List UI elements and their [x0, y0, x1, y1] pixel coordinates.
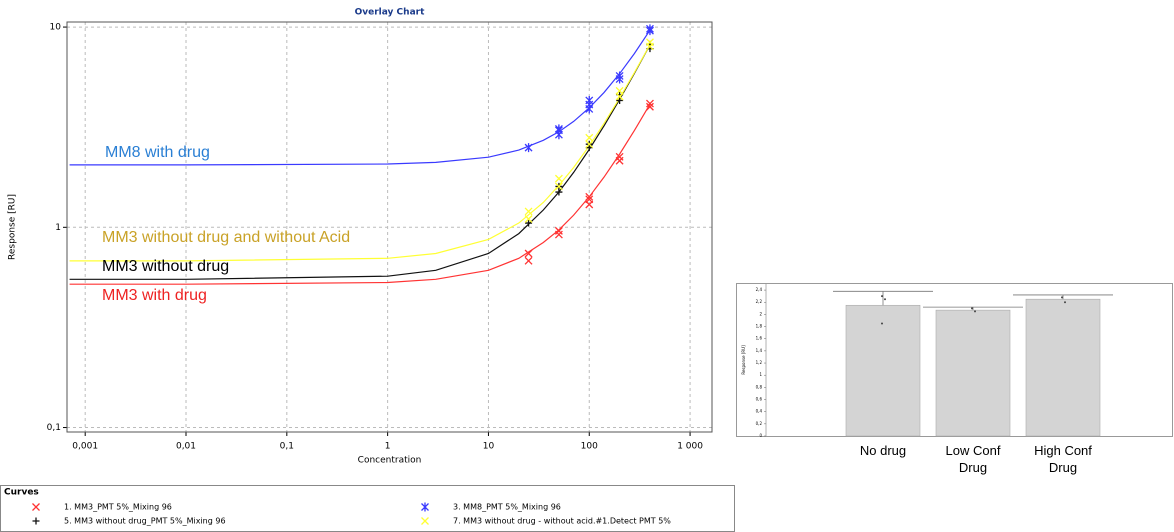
- x-tick-label: 0,001: [72, 442, 98, 452]
- marker: [645, 99, 654, 108]
- error-bar: [923, 306, 1023, 311]
- y-tick-label: 0,1: [47, 423, 61, 433]
- marker: [421, 502, 429, 512]
- y-tick-label: 2,2: [756, 299, 763, 304]
- marker: [585, 95, 594, 105]
- plot-frame: [66, 21, 713, 433]
- legend-title: Curves: [4, 488, 39, 498]
- marker: [554, 226, 563, 235]
- marker: [524, 207, 533, 216]
- marker: [585, 133, 594, 142]
- marker: [32, 517, 40, 525]
- y-axis-label: Response [RU]: [741, 345, 746, 375]
- y-tick-label: 10: [50, 23, 62, 33]
- legend-label: 7. MM3 without drug - without acid.#1.De…: [453, 517, 671, 526]
- marker: [645, 38, 654, 47]
- y-tick-label: 2: [759, 311, 762, 316]
- marker: [524, 215, 533, 223]
- y-tick-label: 2,4: [756, 287, 763, 292]
- data-point: [1061, 296, 1063, 299]
- marker: [615, 152, 624, 161]
- fit-curve: [69, 103, 651, 285]
- y-tick-label: 1: [759, 372, 762, 377]
- marker: [554, 182, 563, 191]
- marker: [615, 92, 624, 101]
- data-point: [884, 298, 886, 301]
- x-tick-label: High Conf Drug: [1034, 443, 1092, 475]
- x-tick-label: 0,01: [176, 442, 196, 452]
- marker: [524, 249, 533, 258]
- bar: [845, 304, 921, 437]
- legend-label: 5. MM3 without drug_PMT 5%_Mixing 96: [64, 517, 226, 526]
- marker: [524, 256, 533, 265]
- legend-label: 1. MM3_PMT 5%_Mixing 96: [64, 503, 172, 512]
- annotation: MM3 with drug: [102, 287, 207, 304]
- y-tick-label: 1,2: [756, 360, 763, 365]
- y-tick-label: 0,4: [756, 409, 763, 414]
- marker: [645, 24, 654, 34]
- marker: [585, 140, 594, 149]
- error-bar: [1013, 294, 1113, 300]
- fit-curve: [69, 44, 651, 280]
- marker: [645, 102, 654, 111]
- x-tick-label: 100: [581, 442, 598, 452]
- marker: [585, 195, 594, 204]
- annotation: MM8 with drug: [105, 144, 210, 161]
- y-tick-label: 1,6: [756, 336, 763, 341]
- bar: [1025, 298, 1101, 437]
- x-tick-label: 1 000: [677, 442, 703, 452]
- y-tick-label: 0,8: [756, 384, 763, 389]
- marker: [524, 143, 533, 153]
- y-tick-label: 1,4: [756, 348, 763, 353]
- error-bar: [833, 290, 933, 306]
- marker: [615, 156, 624, 165]
- marker: [32, 503, 40, 511]
- marker: [615, 71, 624, 81]
- chart-title: Overlay Chart: [355, 8, 425, 18]
- y-tick-label: 0,2: [756, 421, 763, 426]
- data-point: [881, 322, 883, 325]
- annotation: MM3 without drug: [102, 258, 229, 275]
- x-tick-label: 10: [483, 442, 495, 452]
- y-tick-label: 1: [55, 223, 61, 233]
- marker: [615, 86, 624, 95]
- data-point: [881, 295, 883, 298]
- y-tick-label: 0,6: [756, 397, 763, 402]
- bar-plot-frame: [736, 283, 1173, 437]
- marker: [554, 124, 563, 134]
- data-point: [1064, 301, 1066, 304]
- marker: [554, 174, 563, 183]
- x-tick-label: No drug: [859, 443, 907, 458]
- data-point: [974, 310, 976, 313]
- bar: [935, 309, 1011, 437]
- marker: [616, 96, 624, 104]
- marker: [421, 517, 429, 525]
- marker: [585, 192, 594, 201]
- x-axis-label: Concentration: [358, 456, 422, 466]
- x-tick-label: 0,1: [280, 442, 294, 452]
- x-tick-label: 1: [385, 442, 391, 452]
- legend-label: 3. MM8_PMT 5%_Mixing 96: [453, 503, 561, 512]
- fit-curve: [69, 44, 651, 262]
- y-tick-label: 0: [759, 433, 762, 438]
- y-tick-label: 1,8: [756, 324, 763, 329]
- marker: [554, 230, 563, 239]
- marker: [525, 219, 533, 227]
- x-tick-label: Low Conf Drug: [945, 443, 1001, 475]
- annotation: MM3 without drug and without Acid: [102, 229, 350, 246]
- y-axis-label: Response [RU]: [8, 194, 18, 260]
- data-point: [971, 307, 973, 310]
